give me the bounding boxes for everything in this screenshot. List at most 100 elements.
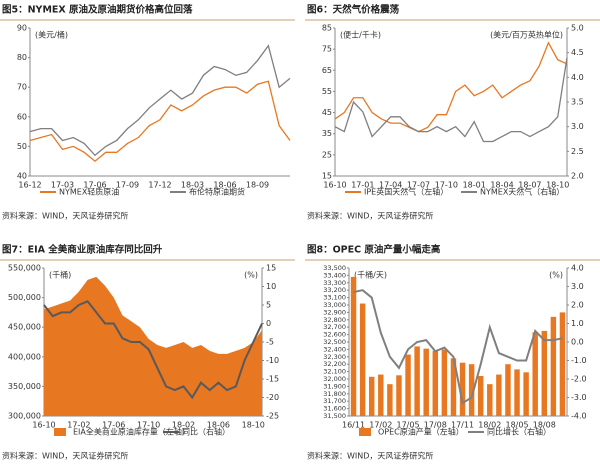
source-note: 资料来源：WIND，天风证券研究所 (2, 451, 128, 461)
x-tick-label: 17-06 (102, 421, 125, 430)
legend-label: 同比（右轴） (182, 427, 230, 437)
y-tick-label: 400,000 (8, 352, 41, 361)
x-tick-label: 18-07 (518, 181, 541, 190)
y-tick-label: 31,500 (323, 412, 346, 420)
bar (450, 358, 457, 416)
x-tick-label: 18/02 (478, 421, 501, 430)
y-tick-label: 32,900 (323, 308, 346, 316)
y-tick-label: 80 (17, 53, 27, 62)
y2-tick-label: -4.0 (571, 412, 587, 421)
x-tick-label: 16-10 (323, 181, 346, 190)
x-tick-label: 17-06 (83, 181, 106, 190)
x-tick-label: 18/05 (506, 421, 529, 430)
legend-label: NYMEX天然气（右轴） (480, 187, 564, 197)
line (29, 80, 291, 163)
unit2-label: (%) (549, 271, 563, 280)
y2-tick-label: -25 (266, 412, 279, 421)
y-tick-label: 35 (322, 129, 332, 138)
bar (532, 332, 538, 416)
source-note: 资料来源：WIND，天风证券研究所 (307, 211, 433, 221)
y2-tick-label: 4.0 (571, 264, 584, 273)
x-tick-label: 18-09 (246, 181, 269, 190)
line (43, 300, 263, 400)
bar (459, 362, 466, 416)
y-tick-label: 31,900 (323, 382, 346, 390)
y-tick-label: 32,500 (323, 338, 346, 346)
unit2-label: (美元/百万英热单位) (490, 30, 563, 40)
y2-tick-label: -5 (266, 338, 274, 347)
x-tick-label: 18-06 (213, 181, 236, 190)
x-tick-label: 17/02 (369, 421, 392, 430)
y2-tick-label: 3.0 (571, 122, 584, 131)
y2-tick-label: 3.0 (571, 282, 584, 291)
bar (387, 384, 393, 416)
y-tick-label: 500,000 (8, 293, 41, 302)
y-tick-label: 75 (322, 45, 332, 54)
y2-tick-label: 15 (266, 264, 276, 273)
chart-title: 图6：天然气价格震荡 (307, 4, 400, 16)
bar (477, 376, 484, 416)
y-tick-label: 33,500 (323, 264, 346, 272)
x-tick-label: 17-09 (116, 181, 139, 190)
y2-tick-label: 4.5 (571, 48, 584, 57)
bar (487, 384, 493, 416)
x-tick-label: 18-04 (490, 181, 513, 190)
y2-tick-label: -1.0 (571, 356, 587, 365)
legend-label: OPEC原油产量（左轴） (378, 427, 464, 437)
y2-tick-label: 5.0 (571, 24, 584, 33)
y-tick-label: 33,400 (323, 271, 346, 279)
bar (378, 374, 384, 416)
unit2-label: (%) (244, 271, 258, 280)
bar (414, 346, 420, 416)
y2-tick-label: 2.0 (571, 172, 584, 181)
bar (396, 375, 402, 416)
y2-tick-label: -10 (266, 356, 279, 365)
y-tick-label: 32,000 (323, 375, 346, 383)
y-tick-label: 31,800 (323, 390, 346, 398)
y2-tick-label: -2.0 (571, 375, 587, 384)
bar (359, 303, 366, 416)
y-tick-label: 32,800 (323, 316, 346, 324)
y-tick-label: 85 (322, 24, 332, 33)
y2-tick-label: 1.0 (571, 319, 584, 328)
x-tick-label: 16/11 (342, 421, 365, 430)
bar (432, 350, 439, 416)
y-tick-label: 450,000 (8, 323, 41, 332)
x-tick-label: 17-12 (148, 181, 171, 190)
bar (514, 369, 520, 416)
line (353, 289, 563, 405)
bar (368, 376, 375, 416)
unit-label: (千桶) (49, 270, 71, 280)
x-tick-label: 17-02 (67, 421, 90, 430)
x-tick-label: 17-10 (137, 421, 160, 430)
y2-tick-label: 10 (266, 282, 276, 291)
x-tick-label: 18-02 (172, 421, 195, 430)
y-tick-label: 550,000 (8, 264, 41, 273)
unit-label: (千桶/天) (354, 270, 387, 280)
x-tick-label: 16-10 (32, 421, 55, 430)
line (29, 44, 291, 157)
y-tick-label: 40 (17, 172, 27, 181)
y2-tick-label: 4.0 (571, 73, 584, 82)
bar (559, 312, 566, 416)
x-tick-label: 17-07 (407, 181, 430, 190)
x-tick-label: 17-01 (351, 181, 374, 190)
y-tick-label: 32,100 (323, 368, 346, 376)
y-tick-label: 31,700 (323, 397, 346, 405)
x-tick-label: 17/08 (424, 421, 447, 430)
chart-title: 图8：OPEC 原油产量小幅走高 (307, 244, 441, 256)
legend-label: NYMEX轻质原油 (59, 187, 119, 197)
x-tick-label: 18-10 (546, 181, 569, 190)
y2-tick-label: 2.0 (571, 301, 584, 310)
x-tick-label: 18-06 (207, 421, 230, 430)
x-tick-label: 16-12 (18, 181, 41, 190)
chart-title: 图5：NYMEX 原油及原油期货价格高位回落 (2, 4, 193, 16)
legend-swatch (54, 428, 66, 436)
x-tick-label: 17-04 (379, 181, 402, 190)
source-note: 资料来源：WIND，天风证券研究所 (307, 451, 433, 461)
y-tick-label: 33,000 (323, 301, 346, 309)
bar (405, 354, 411, 416)
y-tick-label: 15 (322, 172, 332, 181)
legend-label: 布伦特原油期货 (189, 187, 245, 197)
